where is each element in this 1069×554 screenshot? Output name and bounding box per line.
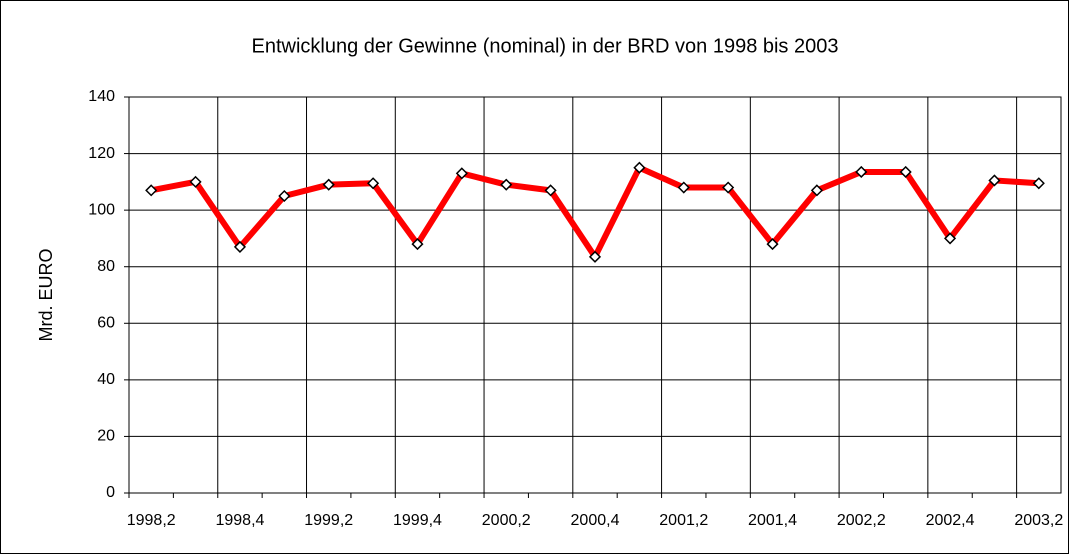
x-tick-label: 2000,2: [482, 512, 531, 529]
point-marker: [766, 238, 779, 251]
point-marker: [633, 161, 646, 174]
point-marker: [988, 174, 1001, 187]
point-marker: [810, 184, 823, 197]
x-tick-label: 1998,2: [127, 512, 176, 529]
point-marker: [544, 184, 557, 197]
point-marker: [722, 181, 735, 194]
point-marker: [677, 181, 690, 194]
y-axis-label: Mrd. EURO: [36, 248, 56, 341]
y-tick-label: 80: [97, 258, 115, 275]
x-tick-label: 2001,4: [748, 512, 797, 529]
point-marker: [899, 165, 912, 179]
x-tick-label: 2001,2: [659, 512, 708, 529]
point-marker: [500, 178, 513, 191]
point-marker: [411, 238, 424, 251]
x-tick-label: 2002,4: [926, 512, 975, 529]
x-tick-label: 2000,4: [571, 512, 620, 529]
point-marker: [455, 167, 468, 180]
y-tick-label: 140: [88, 88, 115, 105]
y-tick-label: 120: [88, 145, 115, 162]
plot-area: [128, 96, 1062, 494]
point-marker: [367, 177, 380, 190]
y-tick-label: 60: [97, 315, 115, 332]
point-marker: [145, 184, 158, 197]
y-tick-label: 20: [97, 428, 115, 445]
point-marker: [1032, 177, 1045, 190]
point-marker: [588, 250, 602, 263]
x-tick-label: 2002,2: [837, 512, 886, 529]
point-marker: [322, 178, 335, 191]
point-marker: [233, 240, 247, 253]
x-tick-label: 1998,4: [215, 512, 264, 529]
x-tick-label: 1999,4: [393, 512, 442, 529]
y-tick-label: 0: [106, 484, 115, 501]
point-marker: [189, 175, 202, 188]
point-marker: [943, 232, 957, 245]
point-marker: [278, 189, 291, 203]
y-tick-label: 100: [88, 201, 115, 218]
y-tick-label: 40: [97, 371, 115, 388]
x-tick-label: 1999,2: [304, 512, 353, 529]
chart-title: Entwicklung der Gewinne (nominal) in der…: [252, 35, 839, 57]
point-marker: [855, 165, 868, 179]
x-tick-label: 2003,2: [1014, 512, 1063, 529]
